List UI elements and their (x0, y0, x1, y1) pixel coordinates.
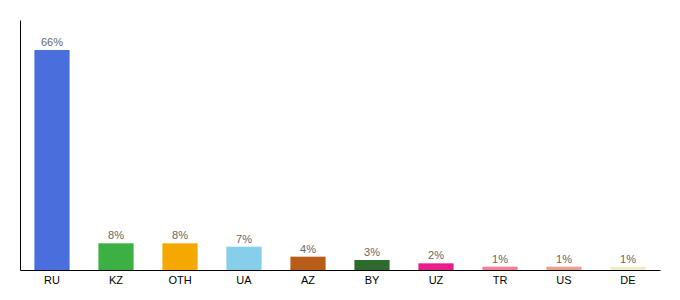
x-tick: US (556, 274, 571, 286)
y-axis-line (20, 21, 21, 271)
x-axis: RU KZ OTH UA AZ BY UZ TR US DE (21, 271, 661, 286)
data-label: 2% (428, 249, 444, 261)
plot: 66% 8% 8% 7% 4% 3% 2% 1% 1% 1% RU KZ OTH UA AZ BY UZ TR US… (21, 21, 661, 286)
bars (34, 50, 645, 270)
x-tick-label: RU (44, 274, 60, 286)
bar (610, 267, 645, 270)
data-label: 7% (236, 233, 252, 245)
x-tick-label: OTH (168, 274, 191, 286)
x-tick-label: UA (236, 274, 252, 286)
bar (290, 257, 325, 270)
bar (418, 263, 453, 270)
bar (226, 247, 261, 270)
x-tick: UZ (429, 274, 444, 286)
x-tick: RU (44, 274, 60, 286)
data-label: 1% (492, 253, 508, 265)
x-tick-label: DE (620, 274, 635, 286)
x-tick: TR (493, 274, 508, 286)
data-label: 1% (620, 253, 636, 265)
data-label: 8% (172, 229, 188, 241)
bar (34, 50, 69, 270)
chart: 66% 8% 8% 7% 4% 3% 2% 1% 1% 1% RU KZ OTH UA AZ BY UZ TR US… (0, 0, 680, 300)
bar (162, 243, 197, 270)
data-label: 8% (108, 229, 124, 241)
x-tick: OTH (168, 274, 191, 286)
data-label: 1% (556, 253, 572, 265)
x-tick: UA (236, 274, 252, 286)
x-tick-label: TR (493, 274, 508, 286)
x-tick: DE (620, 274, 635, 286)
bar (546, 267, 581, 270)
x-tick: BY (365, 274, 380, 286)
bar (482, 267, 517, 270)
x-tick: AZ (301, 274, 315, 286)
x-tick-label: KZ (109, 274, 123, 286)
x-tick-label: BY (365, 274, 380, 286)
x-axis-line (21, 270, 661, 271)
x-tick: KZ (109, 274, 123, 286)
x-tick-label: UZ (429, 274, 444, 286)
data-label: 66% (41, 36, 63, 48)
y-axis (20, 21, 21, 271)
data-label: 3% (364, 246, 380, 258)
data-labels: 66% 8% 8% 7% 4% 3% 2% 1% 1% 1% (41, 36, 636, 265)
bar (354, 260, 389, 270)
x-tick-label: US (556, 274, 571, 286)
data-label: 4% (300, 243, 316, 255)
bar (98, 243, 133, 270)
x-tick-label: AZ (301, 274, 315, 286)
